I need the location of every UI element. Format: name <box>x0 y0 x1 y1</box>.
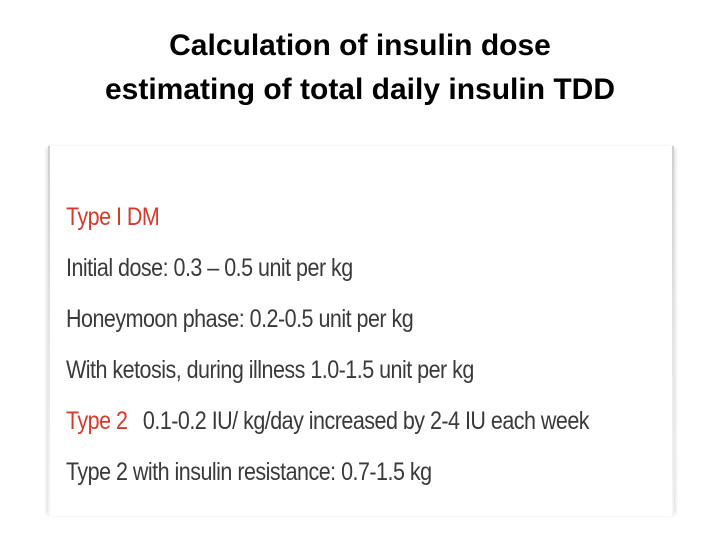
panel-left-border <box>48 146 50 516</box>
type1-heading: Type I DM <box>66 203 160 231</box>
dose-list: Type I DM Initial dose: 0.3 – 0.5 unit p… <box>66 192 590 498</box>
slide-title: Calculation of insulin dose estimating o… <box>0 24 720 112</box>
initial-dose-line: Initial dose: 0.3 – 0.5 unit per kg <box>66 254 353 282</box>
panel-right-border <box>672 146 674 516</box>
title-line-2: estimating of total daily insulin TDD <box>104 73 616 106</box>
title-line-1: Calculation of insulin dose <box>169 29 551 62</box>
type2-dose-text: 0.1-0.2 IU/ kg/day increased by 2-4 IU e… <box>142 407 590 435</box>
ketosis-line: With ketosis, during illness 1.0-1.5 uni… <box>66 356 474 384</box>
type2-line: Type 2 0.1-0.2 IU/ kg/day increased by 2-… <box>66 396 590 447</box>
type2-label: Type 2 <box>66 407 128 435</box>
insulin-resistance-line: Type 2 with insulin resistance: 0.7-1.5 … <box>66 458 432 486</box>
content-panel: Type I DM Initial dose: 0.3 – 0.5 unit p… <box>48 146 674 516</box>
honeymoon-phase-line: Honeymoon phase: 0.2-0.5 unit per kg <box>66 305 414 333</box>
